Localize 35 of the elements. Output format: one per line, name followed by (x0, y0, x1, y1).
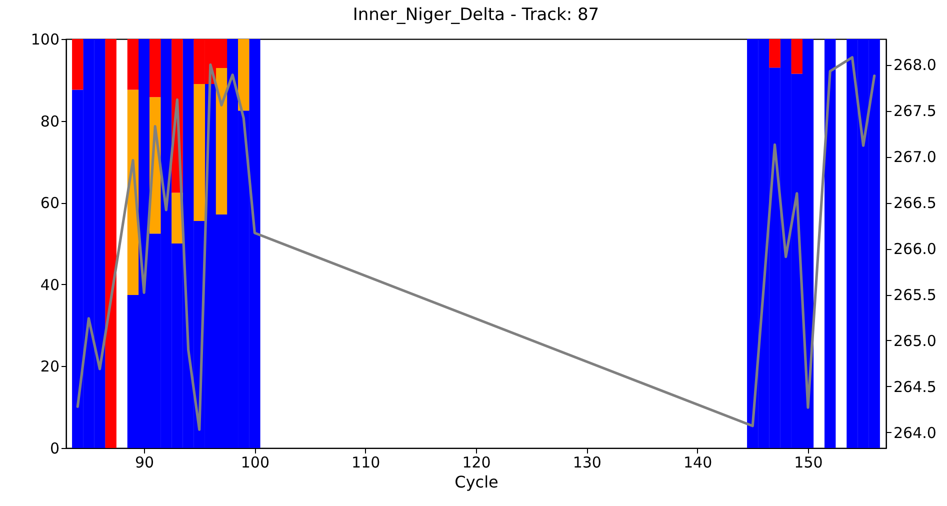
y-tick-label: 40 (40, 276, 60, 294)
y2-tick-label: 265.5 (894, 286, 936, 304)
bar (791, 39, 803, 74)
x-tick-label: 100 (240, 454, 270, 472)
bar (105, 39, 116, 448)
x-tick-label: 120 (462, 454, 491, 472)
x-tick-label: 150 (794, 454, 823, 472)
x-axis-title: Cycle (454, 472, 498, 492)
y-tick-label: 0 (50, 440, 60, 458)
y-tick-label: 100 (30, 30, 60, 48)
y-tick-label: 60 (40, 194, 60, 212)
bar (149, 39, 161, 98)
bar (824, 39, 836, 448)
x-tick-label: 140 (683, 454, 712, 472)
bar (238, 39, 250, 111)
y2-tick-label: 266.5 (894, 194, 936, 212)
y2-tick-label: 268.0 (894, 56, 936, 74)
bar (769, 39, 780, 68)
y-tick-label: 20 (40, 358, 60, 376)
x-tick-label: 90 (134, 454, 154, 472)
y2-tick-label: 267.0 (894, 148, 936, 166)
y2-tick-label: 267.5 (894, 102, 936, 120)
bar (216, 68, 228, 214)
x-tick-label: 130 (572, 454, 602, 472)
x-tick-label: 110 (352, 454, 380, 472)
bar (194, 84, 205, 222)
bar (127, 39, 139, 90)
bar (72, 39, 84, 90)
y2-tick-label: 264.5 (894, 378, 936, 396)
y2-tick-label: 265.0 (894, 332, 936, 350)
line-series (76, 56, 876, 431)
chart-title: Inner_Niger_Delta - Track: 87 (352, 5, 600, 25)
y-tick-label: 80 (40, 112, 60, 130)
y2-tick-label: 264.0 (894, 424, 936, 442)
y2-tick-label: 266.0 (894, 240, 936, 258)
